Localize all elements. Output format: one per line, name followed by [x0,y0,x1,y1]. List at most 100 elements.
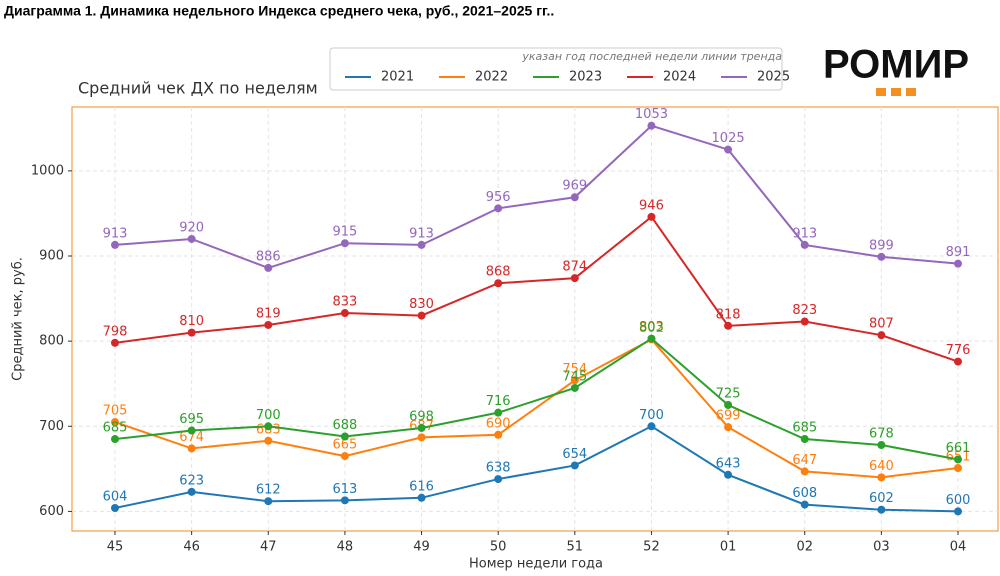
data-label: 685 [103,421,128,436]
data-label: 661 [946,441,971,456]
data-label: 830 [409,297,434,312]
data-point [877,252,886,261]
data-label: 616 [409,479,434,494]
y-axis-label: Средний чек, руб. [11,257,26,381]
data-label: 700 [639,408,664,423]
data-point [800,500,809,509]
y-tick-label: 800 [39,334,64,349]
y-tick-label: 1000 [31,163,64,178]
data-label: 608 [792,486,817,501]
data-point [800,317,809,326]
data-label: 969 [562,179,587,194]
data-label: 716 [486,394,511,409]
data-point [570,461,579,470]
data-point [570,274,579,283]
data-label: 913 [409,226,434,241]
data-point [724,321,733,330]
series-line [114,124,959,269]
data-label: 688 [332,418,357,433]
data-point [264,320,273,329]
series-line [114,338,959,479]
data-label: 690 [486,416,511,431]
data-label: 810 [179,314,204,329]
data-label: 602 [869,491,894,506]
data-label: 915 [332,225,357,240]
x-tick-label: 48 [337,540,354,555]
data-label: 640 [869,459,894,474]
data-point [877,473,886,482]
y-tick-label: 900 [39,248,64,263]
data-point [417,433,426,442]
data-label: 613 [332,482,357,497]
data-label: 818 [716,307,741,322]
data-point [877,441,886,450]
data-label: 647 [792,453,817,468]
data-label: 604 [103,490,128,505]
data-point [111,504,119,513]
x-tick-label: 51 [567,540,584,555]
data-label: 913 [792,226,817,241]
data-point [647,422,656,431]
data-label: 874 [562,260,587,275]
data-point [570,383,579,392]
data-point [877,505,886,514]
data-label: 803 [639,320,664,335]
data-point [264,263,273,272]
data-point [877,331,886,340]
y-tick-label: 700 [39,419,64,434]
x-tick-label: 52 [643,540,660,555]
legend-label: 2021 [381,70,414,85]
data-point [724,423,733,432]
data-point [187,234,196,243]
legend-label: 2022 [475,70,508,85]
data-point [111,338,119,347]
data-point [954,455,962,464]
data-label: 920 [179,220,204,235]
page-header: Диаграмма 1. Динамика недельного Индекса… [4,3,554,19]
series-line [114,337,959,461]
data-point [647,212,656,221]
data-label: 623 [179,473,204,488]
legend-label: 2025 [757,70,790,85]
data-label: 776 [946,343,971,358]
data-point [187,426,196,435]
data-point [340,309,349,318]
data-point [417,240,426,249]
data-label: 886 [256,249,281,264]
data-label: 1025 [712,131,745,146]
data-label: 798 [103,324,128,339]
data-label: 891 [946,245,971,260]
legend-box [329,47,783,91]
data-point [111,418,119,427]
data-label: 899 [869,238,894,253]
x-tick-label: 50 [490,540,507,555]
data-point [570,376,579,385]
data-point [954,507,962,516]
data-label: 695 [179,412,204,427]
data-label: 754 [562,362,587,377]
data-point [264,422,273,431]
x-tick-label: 45 [107,540,124,555]
legend-label: 2023 [569,70,602,85]
data-point [954,259,962,268]
data-point [187,487,196,496]
data-point [494,475,503,484]
data-point [494,279,503,288]
plot-frame [71,106,999,532]
data-label: 600 [946,493,971,508]
data-point [724,145,733,154]
data-label: 643 [716,456,741,471]
data-label: 685 [792,421,817,436]
data-label: 745 [562,369,587,384]
data-label: 654 [562,447,587,462]
x-tick-label: 03 [873,540,890,555]
logo-square [876,88,886,96]
x-tick-label: 04 [950,540,967,555]
series-line [114,425,959,513]
x-tick-label: 49 [413,540,430,555]
data-label: 823 [792,303,817,318]
data-point [264,436,273,445]
data-point [340,452,349,461]
data-point [570,193,579,202]
